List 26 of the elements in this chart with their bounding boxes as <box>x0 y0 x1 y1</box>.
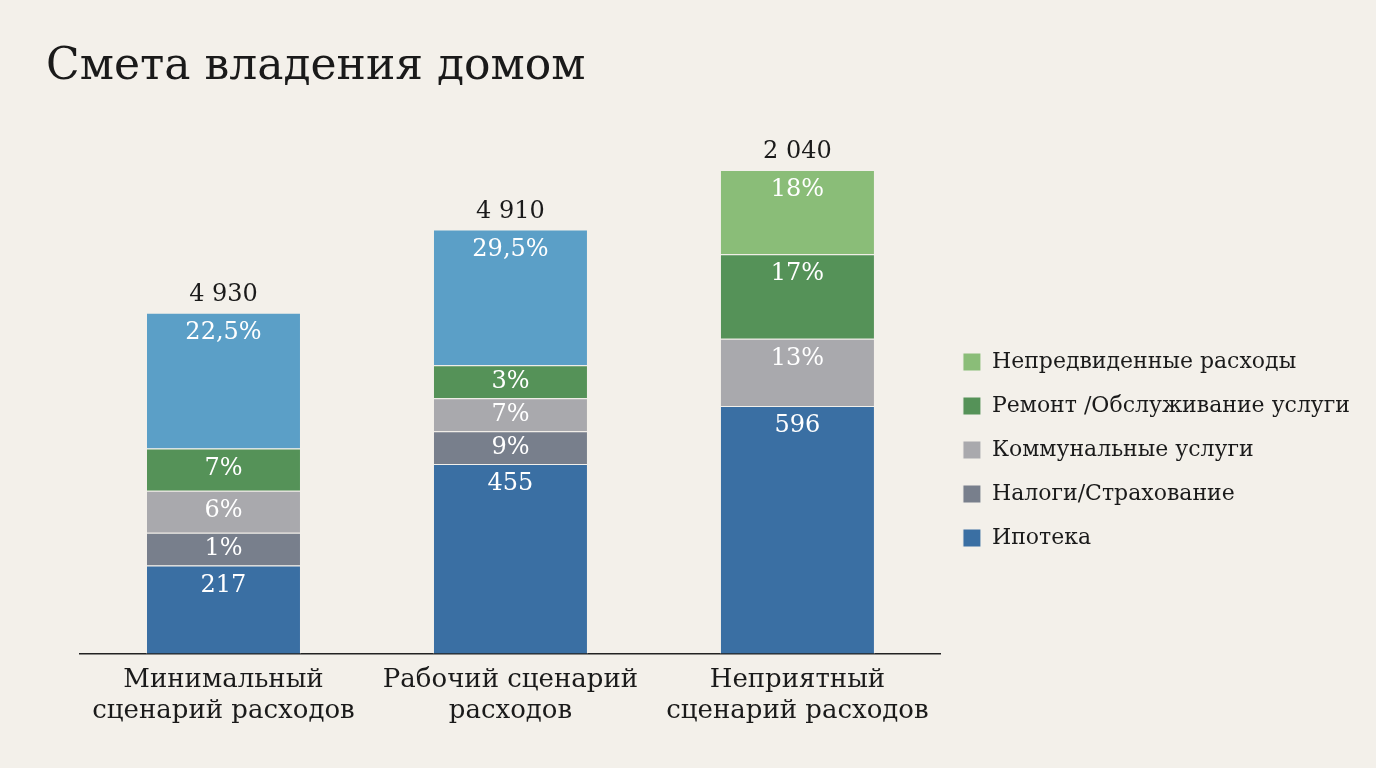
legend-label: Ипотека <box>991 523 1092 549</box>
annotation: 18% <box>770 174 825 203</box>
annotation: 7% <box>491 398 530 427</box>
annotation: 6% <box>204 494 243 523</box>
annotation: 2 040 <box>763 136 832 165</box>
annotation: 3% <box>491 366 530 395</box>
legend-label: Коммунальные услуги <box>991 435 1254 461</box>
annotation: 9% <box>491 431 530 460</box>
x-tick-label: Минимальный сценарий расходов <box>92 662 355 725</box>
x-tick-label: Рабочий сценарий расходов <box>382 662 639 725</box>
annotation: 22,5% <box>185 316 262 345</box>
x-tick-label: Неприятный сценарий расходов <box>666 662 929 725</box>
chart-title: Смета владения домом <box>46 38 586 89</box>
annotation: 4 930 <box>189 278 258 307</box>
legend-label: Непредвиденные расходы <box>991 347 1297 373</box>
legend-label: Налоги/Страхование <box>991 479 1235 505</box>
annotation: 596 <box>774 410 821 439</box>
annotation: 29,5% <box>472 233 549 262</box>
annotation: 455 <box>487 468 534 497</box>
legend-label: Ремонт /Обслуживание услуги <box>991 391 1350 417</box>
annotation: 17% <box>770 258 825 287</box>
annotation: 7% <box>204 452 243 481</box>
annotation: 13% <box>770 343 825 372</box>
annotation: 1% <box>204 533 243 562</box>
annotation: 4 910 <box>476 195 545 224</box>
annotation: 217 <box>200 569 247 598</box>
